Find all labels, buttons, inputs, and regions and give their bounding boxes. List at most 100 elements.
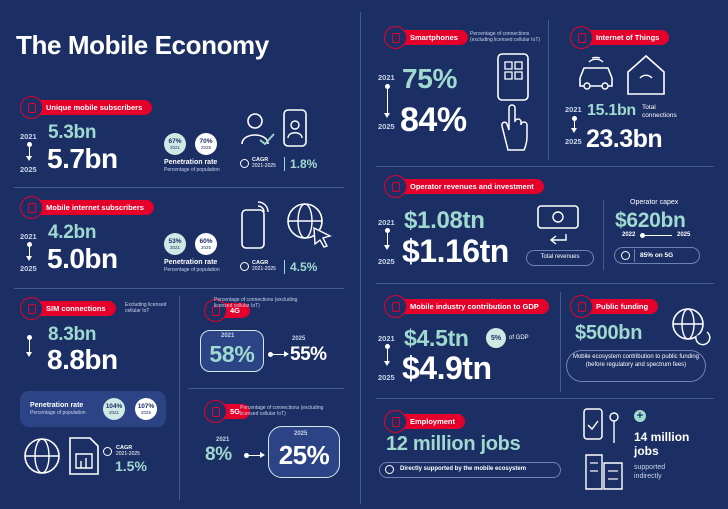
capex-dot	[640, 233, 645, 238]
cagr-arrow-icon	[240, 159, 249, 168]
iot-label-text: Internet of Things	[596, 33, 660, 42]
subscribers-year-start: 2021	[20, 132, 37, 141]
iot-year-end: 2025	[565, 137, 582, 146]
5g-year-end: 2025	[294, 431, 308, 437]
subscribers-rate-2021: 67% 2021	[164, 133, 186, 155]
subscribers-value-2025: 5.7bn	[47, 143, 118, 174]
4g-year-end: 2025	[292, 336, 306, 342]
government-building-icon	[570, 295, 593, 318]
5g-label-text: 5G	[230, 407, 241, 416]
smart-home-icon	[570, 26, 593, 49]
cagr-arrow-icon	[103, 447, 112, 456]
smartphones-label-text: Smartphones	[410, 33, 458, 42]
timeline-dot	[385, 84, 390, 89]
employment-indirect-value: 14 million	[634, 430, 690, 444]
unique-subscribers-label: Unique mobile subscribers	[20, 96, 153, 119]
divider-vertical-sim	[179, 296, 180, 500]
smartphones-note: Percentage of connections (excluding lic…	[470, 31, 541, 43]
smartphones-year-start: 2021	[378, 73, 395, 82]
subscribers-year-end: 2025	[20, 165, 37, 174]
4g-note: Percentage of connections (excluding lic…	[214, 297, 298, 309]
phone-icon	[20, 96, 43, 119]
workers-city-icon	[580, 407, 628, 491]
capex-timeline	[642, 235, 672, 236]
divider-vertical-right-top	[548, 20, 549, 160]
public-funding-box	[566, 350, 706, 382]
subscribers-rate-sub: Percentage of population	[164, 167, 220, 173]
public-funding-description: Mobile ecosystem contribution to public …	[572, 354, 700, 368]
employment-indirect-label-2: indirectly	[634, 473, 662, 480]
sim-value-2025: 8.8bn	[47, 344, 118, 375]
capex-to: 2025	[677, 232, 691, 238]
revenues-value-2025: $1.16tn	[402, 233, 509, 269]
employment-label-text: Employment	[410, 417, 456, 426]
capex-5g-value: 85% on 5G	[640, 252, 674, 259]
gdp-year-end: 2025	[378, 373, 395, 382]
globe-arrows-icon	[22, 436, 62, 476]
internet-subscribers-label-text: Mobile internet subscribers	[46, 203, 144, 212]
timeline-line	[387, 88, 388, 114]
chart-growth-icon	[384, 295, 407, 318]
total-revenues-box	[526, 250, 594, 266]
iot-total-label: Total connections	[642, 104, 677, 119]
smartphone-icon	[384, 26, 407, 49]
divider-right-2	[376, 283, 714, 284]
4g-label: 4G	[204, 299, 251, 322]
internet-rate-2021: 53% 2021	[164, 233, 186, 255]
user-check-icon	[240, 110, 276, 146]
timeline-line	[29, 339, 30, 353]
sim-cagr-value: 1.5%	[115, 458, 147, 474]
divider-vertical-gdp	[560, 292, 561, 392]
cagr-arrow-icon	[240, 262, 249, 271]
revenues-year-start: 2021	[378, 218, 395, 227]
timeline-line	[271, 354, 285, 355]
divider-left-2	[14, 288, 344, 289]
4g-year-start: 2021	[221, 333, 235, 339]
4g-value-2025: 55%	[290, 344, 327, 365]
4g-label-text: 4G	[230, 306, 241, 315]
employment-label: Employment	[384, 410, 466, 433]
timeline-arrow	[384, 245, 390, 250]
timeline-dot	[244, 453, 249, 458]
revenues-label-text: Operator revenues and investment	[410, 182, 534, 191]
sim-label-text: SIM connections	[46, 304, 106, 313]
coin-icon	[384, 175, 407, 198]
capex-5g-box	[614, 247, 700, 264]
5g-value-2021: 8%	[205, 444, 232, 465]
subscribers-rate-2025: 70% 2025	[195, 133, 217, 155]
employment-direct-value: 12 million jobs	[386, 433, 521, 455]
employment-indirect-unit: jobs	[634, 444, 659, 458]
timeline-arrow	[384, 361, 390, 366]
employment-direct-box	[379, 462, 561, 478]
timeline-line	[387, 348, 388, 362]
employment-indirect-label-1: supported	[634, 464, 666, 471]
phone-user-icon	[282, 108, 308, 148]
smartphones-label: Smartphones	[384, 26, 468, 49]
timeline-dot	[385, 344, 390, 349]
internet-year-start: 2021	[20, 232, 37, 241]
timeline-dot	[27, 335, 32, 340]
subscribers-cagr-value: 1.8%	[290, 157, 318, 171]
sim-note: Excluding licensed cellular IoT	[125, 302, 167, 314]
smart-house-icon	[624, 50, 668, 96]
iot-year-start: 2021	[565, 105, 582, 114]
5g-2025-box	[268, 426, 340, 478]
5g-label: 5G	[204, 400, 251, 423]
capex-from: 2022	[622, 232, 636, 238]
cagr-separator	[284, 260, 285, 274]
timeline-line	[574, 120, 575, 129]
gdp-pct-circle: 5%	[486, 328, 506, 348]
timeline-arrow	[284, 351, 289, 357]
employment-direct-label: Directly supported by the mobile ecosyst…	[400, 466, 527, 472]
capex-title: Operator capex	[630, 199, 679, 206]
sim-rate-sub: Percentage of population	[30, 410, 86, 416]
5g-value-2025: 25%	[278, 440, 330, 470]
timeline-arrow	[26, 156, 32, 161]
money-transfer-icon	[536, 204, 580, 246]
iot-label: Internet of Things	[570, 26, 670, 49]
revenues-value-2021: $1.08tn	[404, 207, 485, 234]
sim-chart-icon	[68, 436, 100, 476]
4g-2021-box	[200, 330, 264, 372]
timeline-dot	[268, 352, 273, 357]
gdp-year-start: 2021	[378, 334, 395, 343]
